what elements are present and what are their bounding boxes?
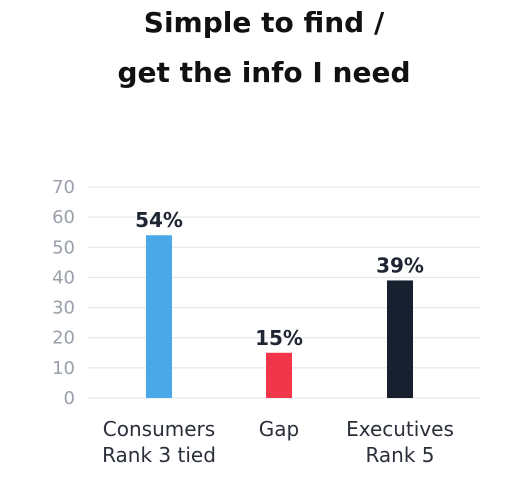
- y-tick-label: 0: [64, 388, 75, 409]
- y-tick-label: 10: [52, 358, 75, 379]
- bars: [146, 235, 413, 398]
- category-label: Executives: [346, 417, 454, 441]
- category-label: Rank 5: [365, 443, 434, 467]
- data-labels: 54% 15% 39%: [135, 208, 424, 350]
- category-label: Rank 3 tied: [102, 443, 216, 467]
- y-tick-label: 20: [52, 328, 75, 349]
- category-label: Consumers: [103, 417, 215, 441]
- bar: [266, 352, 292, 398]
- y-tick-label: 70: [52, 177, 75, 198]
- chart-title-line-1: Simple to find /: [143, 6, 385, 39]
- y-tick-label: 30: [52, 298, 75, 319]
- y-tick-label: 50: [52, 237, 75, 258]
- bar: [146, 235, 172, 398]
- chart-title-line-2: get the info I need: [117, 56, 411, 89]
- data-label: 39%: [376, 253, 424, 277]
- category-label: Gap: [259, 417, 299, 441]
- y-tick-label: 40: [52, 267, 75, 288]
- bar: [387, 280, 413, 398]
- y-axis-ticks: 0 10 20 30 40 50 60 70: [52, 177, 75, 409]
- data-label: 54%: [135, 208, 183, 232]
- data-label: 15%: [255, 326, 303, 350]
- y-tick-label: 60: [52, 207, 75, 228]
